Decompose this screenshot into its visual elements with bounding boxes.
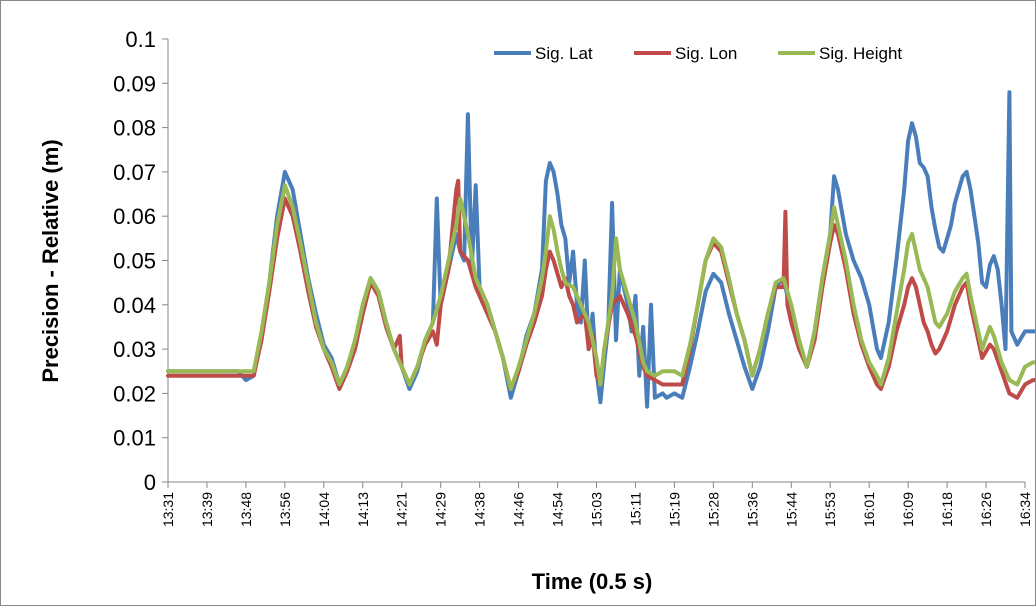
x-tick-label: 13:31: [160, 492, 176, 527]
x-tick-label: 13:48: [238, 492, 254, 527]
y-tick-label: 0.07: [113, 160, 156, 185]
y-tick-label: 0.01: [113, 426, 156, 451]
x-tick-label: 16:09: [900, 492, 916, 527]
x-tick-label: 14:46: [511, 492, 527, 527]
x-tick-label: 15:28: [705, 492, 721, 527]
y-tick-label: 0.04: [113, 293, 156, 318]
x-axis-title: Time (0.5 s): [532, 569, 653, 594]
legend: Sig. Lat Sig. Lon Sig. Height: [494, 44, 902, 63]
y-tick-label: 0.06: [113, 204, 156, 229]
y-axis-title: Precision - Relative (m): [38, 139, 63, 382]
legend-label-2: Sig. Lon: [675, 44, 737, 63]
y-tick-label: 0.08: [113, 116, 156, 141]
legend-label-1: Sig. Lat: [535, 44, 593, 63]
x-tick-label: 16:34: [1017, 492, 1033, 527]
y-tick-label: 0.02: [113, 381, 156, 406]
x-tick-label: 14:13: [355, 492, 371, 527]
x-axis: 13:31 13:39 13:48 13:56 14:04 14:13 14:21 14:29…: [160, 481, 1033, 527]
x-tick-label: 16:18: [939, 492, 955, 527]
y-tick-label: 0.03: [113, 337, 156, 362]
y-tick-label: 0.1: [125, 27, 156, 52]
y-tick-label: 0.09: [113, 71, 156, 96]
x-tick-label: 15:44: [783, 492, 799, 527]
x-tick-label: 14:21: [394, 492, 410, 527]
x-tick-label: 13:39: [199, 492, 215, 527]
x-tick-label: 16:26: [978, 492, 994, 527]
x-tick-label: 15:03: [589, 492, 605, 527]
x-tick-label: 15:19: [666, 492, 682, 527]
y-tick-label: 0: [144, 470, 156, 495]
y-axis: 0 0.01 0.02 0.03 0.04 0.05 0.06 0.07 0.08 0.09 0.1: [113, 27, 169, 495]
x-tick-label: 15:53: [822, 492, 838, 527]
x-tick-label: 15:36: [744, 492, 760, 527]
x-tick-label: 13:56: [277, 492, 293, 527]
x-tick-label: 14:38: [472, 492, 488, 527]
series-line-3: [166, 183, 1036, 391]
legend-label-3: Sig. Height: [819, 44, 902, 63]
x-tick-label: 14:29: [433, 492, 449, 527]
x-tick-label: 16:01: [861, 492, 877, 527]
x-tick-label: 14:04: [316, 492, 332, 527]
y-tick-label: 0.05: [113, 249, 156, 274]
x-tick-label: 15:11: [627, 492, 643, 526]
x-tick-label: 14:54: [550, 492, 566, 527]
series-layer: [166, 90, 1036, 409]
